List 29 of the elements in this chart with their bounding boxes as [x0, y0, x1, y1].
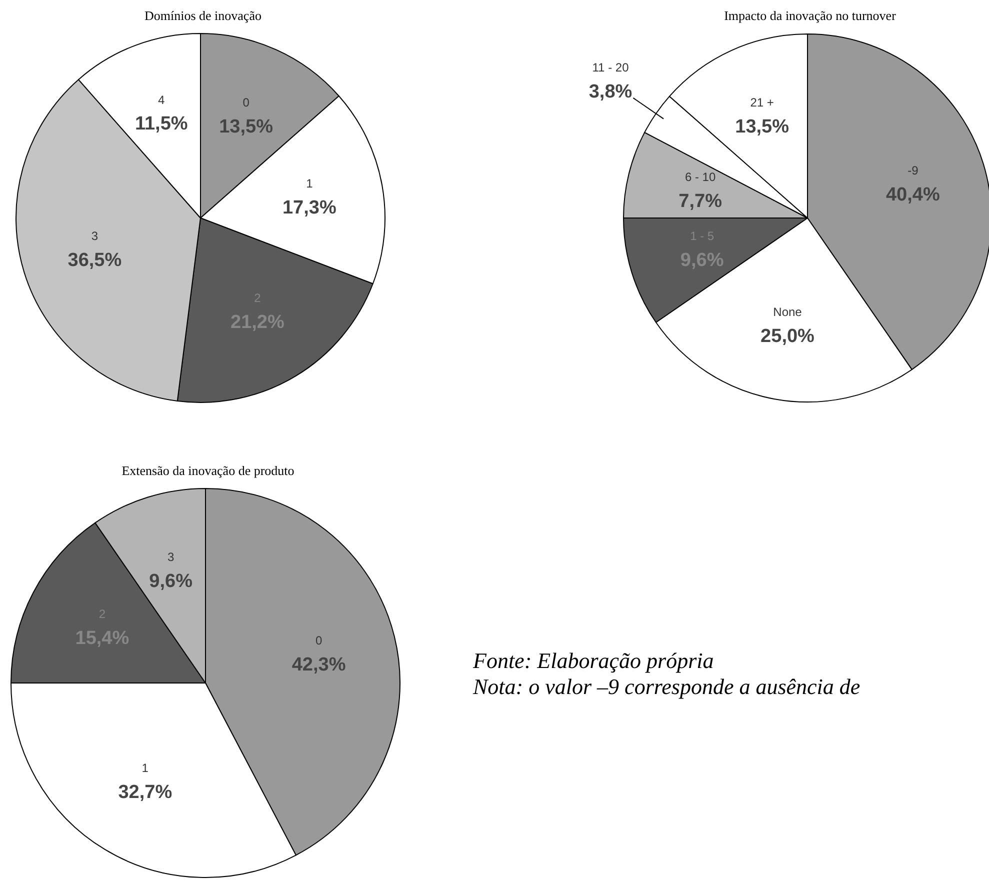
slice-label: 11 - 20	[592, 60, 630, 75]
data-label: 3,8%	[588, 82, 632, 103]
slice-label: 1	[142, 761, 149, 776]
data-label: 13,5%	[219, 116, 274, 138]
source-note: Fonte: Elaboração própria	[473, 648, 715, 674]
slice-label: None	[773, 304, 802, 319]
slice-label: 4	[158, 92, 166, 107]
text: Nota: o valor –9 corresponde a ausência de	[473, 674, 862, 700]
data-label: 36,5%	[68, 250, 122, 271]
chart-title: Extensão da inovação de produto	[120, 463, 296, 480]
slice-label: 6 - 10	[684, 170, 716, 184]
data-label: 17,3%	[282, 198, 336, 219]
data-label: 42,3%	[292, 654, 346, 676]
data-label: 40,4%	[886, 184, 940, 206]
data-label: 7,7%	[678, 190, 722, 212]
chart-title: Impacto da inovação no turnover	[723, 8, 897, 25]
data-label: 13,5%	[735, 116, 790, 138]
slice-label: 0	[242, 95, 250, 110]
data-label: 11,5%	[134, 114, 188, 135]
slice-label: -9	[908, 164, 919, 178]
data-label: 9,6%	[149, 570, 193, 592]
chart-title: Domínios de inovação	[144, 8, 262, 25]
data-label: 32,7%	[118, 782, 172, 804]
slice-label: 1	[306, 176, 314, 191]
slice-label: 21 +	[750, 96, 774, 110]
slice-label: 3	[167, 550, 174, 564]
data-label: 25,0%	[760, 326, 815, 347]
slice-label: 0	[315, 633, 322, 648]
slice-label: 3	[91, 228, 98, 243]
